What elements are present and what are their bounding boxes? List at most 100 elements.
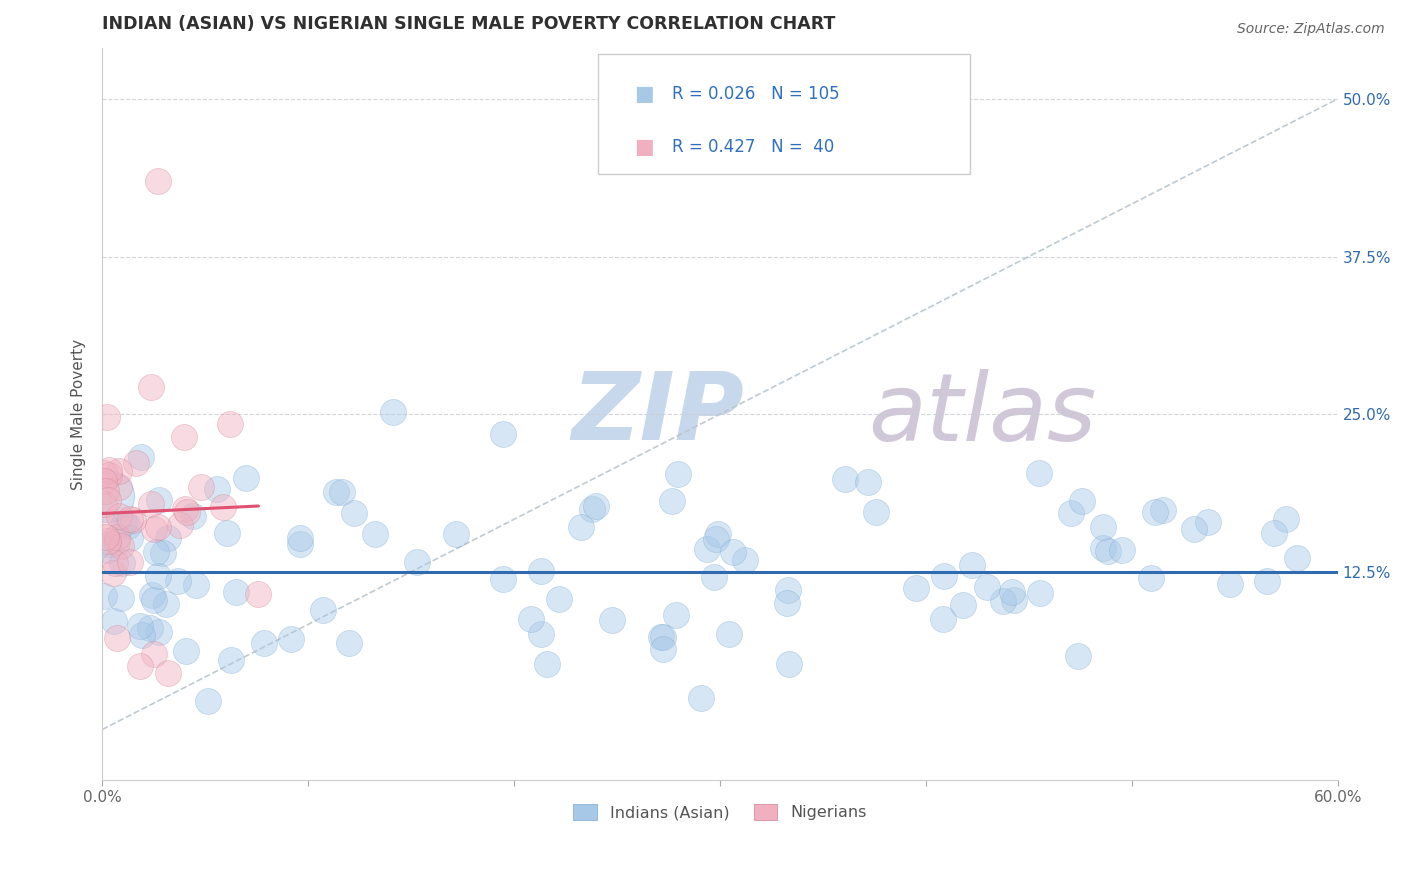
- Point: [157, 665, 180, 680]
- Point: [325, 485, 347, 500]
- Point: [146, 520, 169, 534]
- Point: [536, 657, 558, 671]
- Point: [976, 580, 998, 594]
- Point: [1275, 512, 1298, 526]
- Point: [696, 541, 718, 556]
- Point: [1139, 571, 1161, 585]
- Point: [146, 568, 169, 582]
- Point: [343, 506, 366, 520]
- Point: [174, 502, 197, 516]
- Point: [952, 598, 974, 612]
- Point: [93, 474, 115, 488]
- Point: [142, 647, 165, 661]
- Point: [721, 545, 744, 559]
- Point: [1070, 494, 1092, 508]
- Point: [181, 509, 204, 524]
- Point: [166, 574, 188, 588]
- Point: [718, 627, 741, 641]
- Text: atlas: atlas: [868, 368, 1097, 459]
- Point: [666, 467, 689, 482]
- Point: [205, 482, 228, 496]
- Point: [139, 380, 162, 394]
- Point: [1060, 506, 1083, 520]
- Point: [652, 630, 675, 644]
- Point: [665, 608, 688, 623]
- Point: [1286, 551, 1309, 566]
- Point: [865, 504, 887, 518]
- Point: [121, 513, 143, 527]
- Point: [97, 533, 120, 548]
- Point: [97, 542, 120, 557]
- Point: [405, 555, 427, 569]
- Point: [834, 472, 856, 486]
- Point: [107, 509, 129, 524]
- Point: [148, 493, 170, 508]
- Point: [569, 520, 592, 534]
- Point: [1002, 593, 1025, 607]
- Point: [101, 566, 124, 581]
- Point: [1256, 574, 1278, 589]
- Point: [197, 694, 219, 708]
- Point: [129, 450, 152, 465]
- Point: [174, 644, 197, 658]
- Point: [1219, 577, 1241, 591]
- Point: [97, 463, 120, 477]
- Point: [111, 557, 134, 571]
- Point: [120, 555, 142, 569]
- Point: [96, 410, 118, 425]
- Point: [131, 627, 153, 641]
- Text: ZIP: ZIP: [572, 368, 745, 460]
- Point: [1067, 649, 1090, 664]
- Point: [104, 556, 127, 570]
- Text: Source: ZipAtlas.com: Source: ZipAtlas.com: [1237, 22, 1385, 37]
- Point: [1000, 585, 1022, 599]
- Point: [280, 632, 302, 646]
- Point: [96, 484, 118, 499]
- Point: [1182, 522, 1205, 536]
- Point: [108, 464, 131, 478]
- Point: [856, 475, 879, 489]
- Point: [173, 430, 195, 444]
- Point: [94, 530, 117, 544]
- Point: [97, 489, 120, 503]
- Point: [1028, 466, 1050, 480]
- Point: [247, 587, 270, 601]
- Point: [184, 578, 207, 592]
- Point: [960, 558, 983, 573]
- Point: [650, 630, 672, 644]
- Point: [169, 518, 191, 533]
- Point: [1143, 505, 1166, 519]
- Point: [364, 527, 387, 541]
- Point: [117, 519, 139, 533]
- Point: [253, 635, 276, 649]
- Point: [93, 497, 115, 511]
- Point: [141, 588, 163, 602]
- Point: [381, 404, 404, 418]
- Point: [138, 621, 160, 635]
- Legend: Indians (Asian), Nigerians: Indians (Asian), Nigerians: [567, 797, 873, 827]
- Point: [581, 502, 603, 516]
- Text: ■: ■: [634, 84, 654, 103]
- Point: [145, 545, 167, 559]
- Point: [905, 581, 928, 595]
- Point: [97, 537, 120, 551]
- Point: [146, 174, 169, 188]
- Point: [211, 500, 233, 514]
- Point: [108, 480, 131, 494]
- Point: [110, 539, 132, 553]
- Point: [652, 641, 675, 656]
- Point: [93, 516, 115, 531]
- Point: [444, 527, 467, 541]
- Point: [332, 485, 354, 500]
- Point: [235, 471, 257, 485]
- Point: [776, 597, 799, 611]
- Point: [776, 583, 799, 598]
- Point: [1152, 503, 1174, 517]
- Point: [1263, 525, 1285, 540]
- Point: [703, 570, 725, 584]
- Point: [103, 614, 125, 628]
- Point: [107, 631, 129, 645]
- Text: INDIAN (ASIAN) VS NIGERIAN SINGLE MALE POVERTY CORRELATION CHART: INDIAN (ASIAN) VS NIGERIAN SINGLE MALE P…: [103, 15, 835, 33]
- Point: [734, 553, 756, 567]
- Point: [1097, 544, 1119, 558]
